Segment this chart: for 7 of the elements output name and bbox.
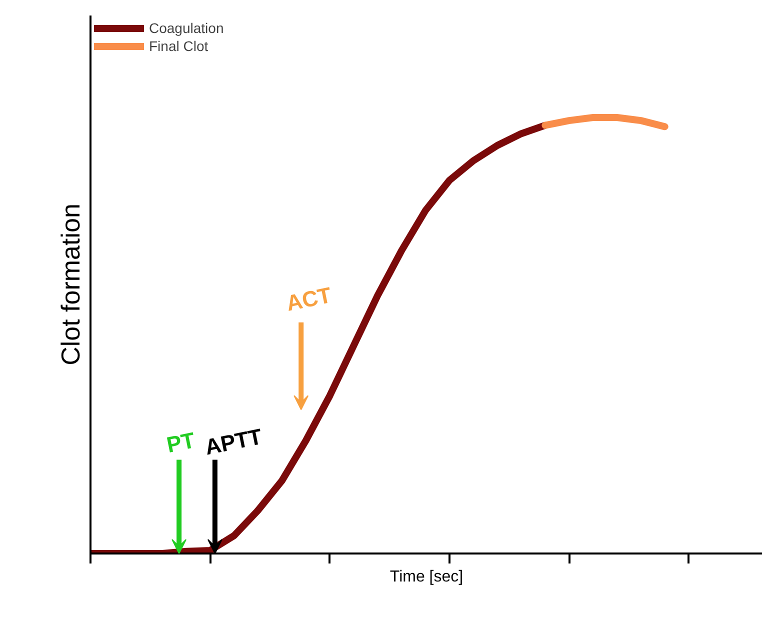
legend-label: Final Clot xyxy=(149,37,208,55)
annotation: PT xyxy=(164,427,198,458)
x-axis-title: Time [sec] xyxy=(390,568,464,586)
annotation: APTT xyxy=(202,424,265,460)
annotation: ACT xyxy=(284,282,334,316)
y-axis-title: Clot formation xyxy=(56,204,86,366)
legend-label: Coagulation xyxy=(149,19,224,37)
